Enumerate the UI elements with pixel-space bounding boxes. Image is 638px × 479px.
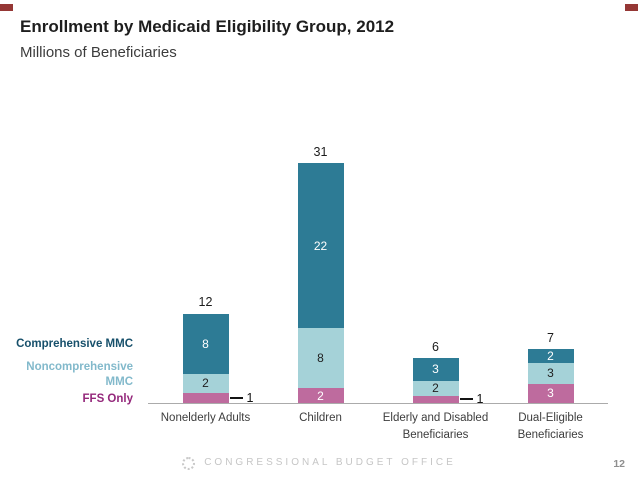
segment-label: 1 xyxy=(246,390,254,405)
segment-label: 2 xyxy=(317,388,324,403)
cbo-logo-icon xyxy=(182,456,196,470)
page-number: 12 xyxy=(613,457,625,470)
bar-segment-noncomprehensive-mmc: 2 xyxy=(182,373,229,393)
callout-dash xyxy=(229,396,243,399)
segment-label: 2 xyxy=(202,376,209,391)
bar-segment-comprehensive-mmc: 3 xyxy=(412,358,459,381)
callout-dash xyxy=(459,398,473,401)
bar-segment-noncomprehensive-mmc: 3 xyxy=(527,362,574,384)
category-label: Nonelderly Adults xyxy=(160,412,251,424)
page-title: Enrollment by Medicaid Eligibility Group… xyxy=(20,17,395,36)
bar-segment-noncomprehensive-mmc: 8 xyxy=(297,328,344,388)
bar-stack: 22 8 2 xyxy=(297,163,344,403)
bar-segment-ffs-only xyxy=(412,395,459,403)
bar-column-dual-eligible: 7 2 3 3 xyxy=(493,140,608,403)
bar-column-children: 31 22 8 2 xyxy=(263,140,378,403)
legend-item-noncomprehensive-mmc: Noncomprehensive MMC xyxy=(26,361,133,388)
header: Enrollment by Medicaid Eligibility Group… xyxy=(20,16,394,62)
corner-accent-right xyxy=(625,4,638,11)
footer-text: CONGRESSIONAL BUDGET OFFICE xyxy=(204,457,456,468)
category-row: Nonelderly Adults Children Elderly and Dis… xyxy=(148,410,608,444)
segment-callout: 1 xyxy=(459,392,484,406)
legend-item-ffs-only: FFS Only xyxy=(82,393,133,405)
segment-label: 3 xyxy=(547,366,554,380)
bar-total-label: 12 xyxy=(198,295,213,310)
page-subtitle: Millions of Beneficiaries xyxy=(20,43,177,61)
bar-total-label: 6 xyxy=(432,339,439,354)
category-label: Children xyxy=(299,412,342,424)
bar-column-nonelderly-adults: 1 12 8 2 xyxy=(148,140,263,405)
bars-row: 1 12 8 2 31 22 8 2 1 6 3 2 7 2 3 3 xyxy=(148,140,608,406)
bar-segment-noncomprehensive-mmc: 2 xyxy=(412,380,459,396)
bar-total-label: 31 xyxy=(313,144,328,159)
corner-accent-left xyxy=(0,4,13,11)
segment-label: 2 xyxy=(547,348,554,363)
segment-label: 8 xyxy=(317,351,324,365)
segment-callout: 1 xyxy=(229,390,254,405)
bar-total-label: 7 xyxy=(547,330,554,345)
segment-label: 22 xyxy=(313,238,328,253)
segment-label: 1 xyxy=(476,392,484,406)
segment-label: 3 xyxy=(547,386,554,401)
bar-segment-ffs-only: 3 xyxy=(527,383,574,403)
bar-segment-ffs-only xyxy=(182,392,229,403)
segment-label: 2 xyxy=(432,381,439,395)
category-label: Elderly and Disabled Beneficiaries xyxy=(382,412,489,441)
bar-segment-comprehensive-mmc: 22 xyxy=(297,163,344,328)
segment-label: 3 xyxy=(432,362,439,377)
footer: CONGRESSIONAL BUDGET OFFICE xyxy=(0,455,638,471)
bar-segment-comprehensive-mmc: 8 xyxy=(182,313,229,374)
bar-segment-ffs-only: 2 xyxy=(297,388,344,403)
bar-segment-comprehensive-mmc: 2 xyxy=(527,348,574,363)
plot-area: 1 12 8 2 31 22 8 2 1 6 3 2 7 2 3 3 xyxy=(148,140,608,406)
category-label: Dual-Eligible Beneficiaries xyxy=(517,412,584,441)
legend-item-comprehensive-mmc: Comprehensive MMC xyxy=(16,338,133,350)
bar-stack: 2 3 3 xyxy=(527,348,574,403)
segment-label: 8 xyxy=(202,336,209,351)
